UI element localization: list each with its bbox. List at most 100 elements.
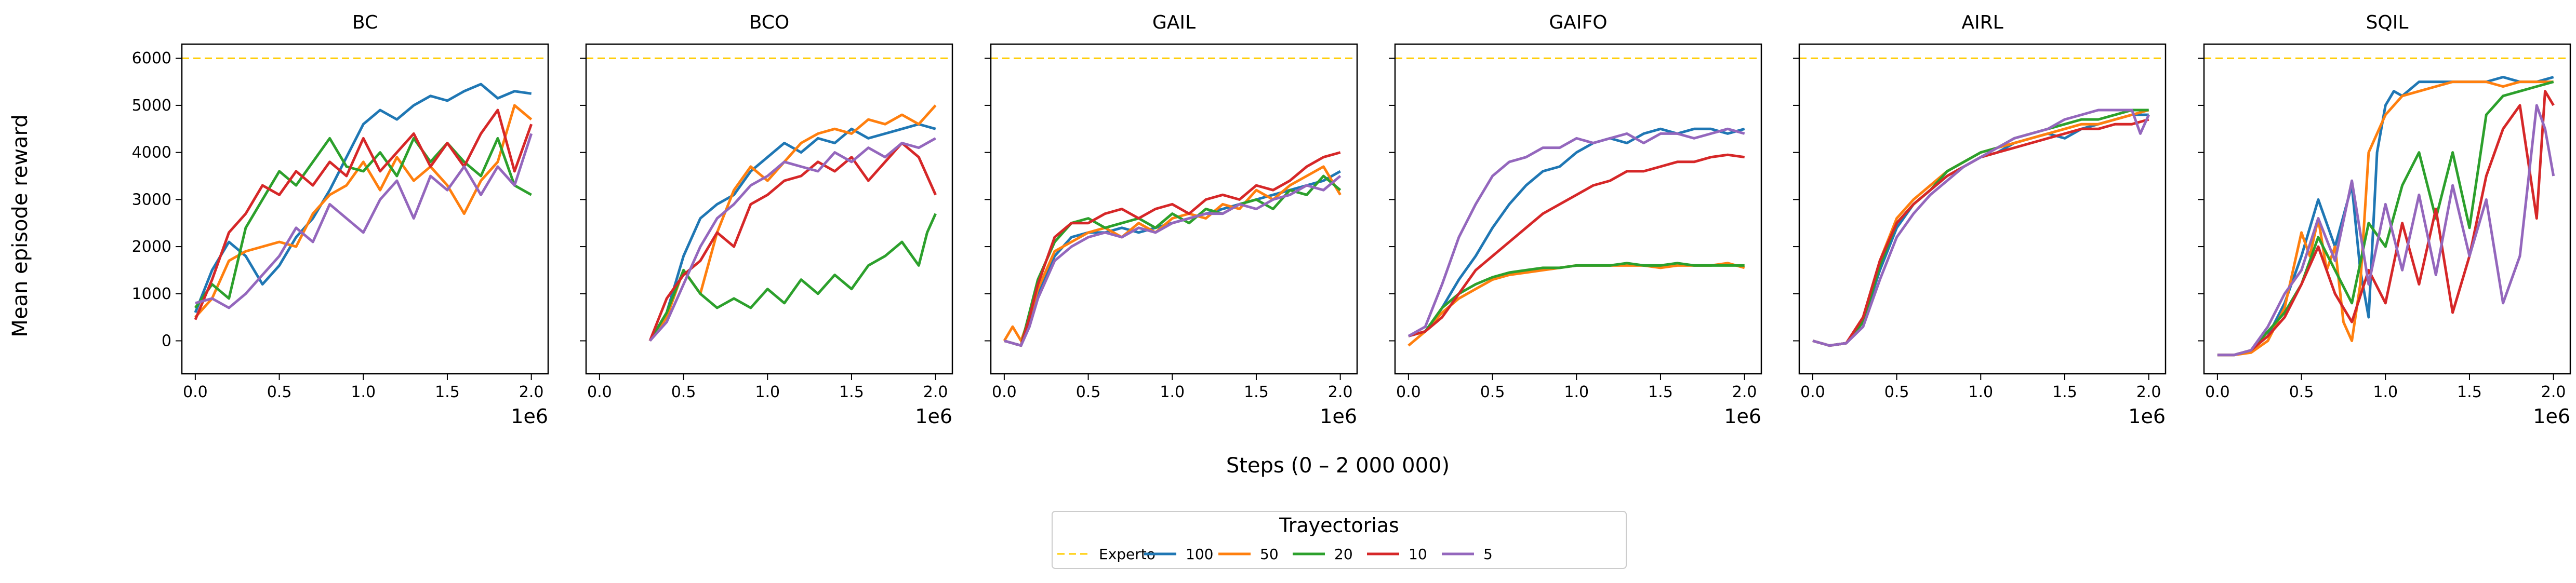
series-line-5 — [1004, 175, 1342, 347]
x-offset-label: 1e6 — [511, 405, 548, 428]
x-tick-label: 1.5 — [839, 383, 864, 401]
series-line-5 — [195, 133, 533, 309]
series-line-5 — [2217, 104, 2555, 357]
panel-sqil: SQIL 0.0 0.5 1.0 1.5 2.0 1e6 — [2198, 12, 2571, 428]
axes-frame — [585, 43, 953, 375]
series-line-100 — [1812, 113, 2149, 347]
series-line-20 — [2217, 80, 2554, 357]
x-tick-label: 0.5 — [2289, 383, 2314, 401]
series-line-50 — [648, 104, 937, 342]
legend-box — [1052, 511, 1627, 569]
legend-label: 10 — [1409, 546, 1427, 563]
x-tick-label: 1.0 — [1160, 383, 1185, 401]
x-tick-label: 2.0 — [923, 383, 948, 401]
x-tick-label: 2.0 — [2136, 383, 2161, 401]
series-line-100 — [2217, 76, 2554, 357]
panel-gaifo: GAIFO 0.0 0.5 1.0 1.5 2.0 1e6 — [1389, 12, 1762, 428]
series-line-20 — [1812, 109, 2149, 347]
axes-frame — [990, 43, 1358, 375]
x-tick-label: 2.0 — [1732, 383, 1757, 401]
y-tick-label: 6000 — [132, 49, 171, 67]
x-tick-label: 1.5 — [2052, 383, 2077, 401]
series-line-10 — [194, 109, 533, 320]
series-line-50 — [194, 104, 533, 318]
x-tick-label: 1.0 — [351, 383, 376, 401]
axes-frame — [1394, 43, 1762, 375]
panel-title: BC — [352, 12, 378, 33]
x-tick-label: 0.5 — [267, 383, 292, 401]
series-line-5 — [1812, 109, 2150, 347]
panel-title: SQIL — [2366, 12, 2409, 33]
y-tick-label: 4000 — [132, 144, 171, 162]
panel-bco: BCO 0.0 0.5 1.0 1.5 2.0 1e6 — [580, 12, 953, 428]
axes-frame — [1798, 43, 2167, 375]
x-tick-label: 0.0 — [183, 383, 208, 401]
x-tick-label: 2.0 — [1328, 383, 1353, 401]
legend-title: Trayectorias — [1279, 514, 1399, 537]
x-tick-label: 2.0 — [519, 383, 544, 401]
x-offset-label: 1e6 — [915, 405, 952, 428]
series-line-5 — [649, 137, 936, 342]
legend-label: 100 — [1186, 546, 1213, 563]
x-tick-label: 0.5 — [1884, 383, 1909, 401]
x-tick-label: 1.0 — [1968, 383, 1993, 401]
series-line-10 — [648, 142, 937, 342]
x-tick-label: 1.5 — [2457, 383, 2482, 401]
x-tick-label: 0.0 — [2205, 383, 2230, 401]
x-offset-label: 1e6 — [1320, 405, 1357, 428]
y-tick-label: 3000 — [132, 191, 171, 209]
y-tick-label: 1000 — [132, 285, 171, 303]
x-tick-label: 1.5 — [435, 383, 460, 401]
panel-title: GAIFO — [1549, 12, 1607, 33]
series-line-50 — [1407, 262, 1745, 347]
x-offset-label: 1e6 — [2533, 405, 2570, 428]
x-tick-label: 1.0 — [755, 383, 780, 401]
series-line-20 — [194, 137, 532, 309]
x-tick-label: 1.5 — [1648, 383, 1673, 401]
series-line-20 — [1408, 262, 1745, 337]
series-line-20 — [648, 213, 937, 342]
series-line-5 — [1407, 127, 1745, 337]
x-offset-label: 1e6 — [1724, 405, 1761, 428]
legend-label: 50 — [1260, 546, 1279, 563]
series-line-100 — [1004, 170, 1341, 347]
series-line-50 — [1812, 109, 2149, 347]
axes-frame — [2203, 43, 2571, 375]
y-tick-label: 2000 — [132, 238, 171, 256]
x-tick-label: 1.0 — [1564, 383, 1589, 401]
panel-title: GAIL — [1152, 12, 1196, 33]
panel-airl: AIRL 0.0 0.5 1.0 1.5 2.0 1e6 — [1793, 12, 2167, 428]
series-line-50 — [2217, 80, 2554, 357]
x-tick-label: 0.0 — [1396, 383, 1421, 401]
panels: BC 0.0 0.5 1.0 1.5 2.0 1e6 0 1000 2000 3000 4000 500… — [132, 12, 2571, 428]
legend-label: 5 — [1483, 546, 1493, 563]
axes-frame — [181, 43, 549, 375]
y-axis-label: Mean episode reward — [8, 114, 32, 337]
series-line-10 — [1408, 153, 1745, 337]
series-line-10 — [1004, 151, 1341, 347]
x-tick-label: 2.0 — [2541, 383, 2566, 401]
x-tick-label: 0.5 — [671, 383, 696, 401]
x-tick-label: 1.5 — [1244, 383, 1269, 401]
x-tick-label: 0.0 — [587, 383, 612, 401]
series-line-10 — [2217, 90, 2555, 357]
x-axis-label: Steps (0 – 2 000 000) — [1226, 454, 1450, 478]
x-tick-label: 0.5 — [1480, 383, 1505, 401]
series-line-100 — [1408, 127, 1745, 337]
legend-label: 20 — [1334, 546, 1353, 563]
series-line-50 — [1003, 165, 1342, 342]
x-tick-label: 0.5 — [1076, 383, 1101, 401]
series-line-100 — [194, 83, 532, 314]
panel-bc: BC 0.0 0.5 1.0 1.5 2.0 1e6 0 1000 2000 3000 4000 500… — [132, 12, 549, 428]
series-line-100 — [648, 123, 936, 342]
y-tick-label: 5000 — [132, 97, 171, 115]
panel-title: BCO — [749, 12, 790, 33]
x-tick-label: 1.0 — [2373, 383, 2398, 401]
panel-title: AIRL — [1961, 12, 2003, 33]
y-tick-label: 0 — [162, 332, 171, 350]
x-offset-label: 1e6 — [2128, 405, 2166, 428]
x-tick-label: 0.0 — [1800, 383, 1825, 401]
x-tick-label: 0.0 — [992, 383, 1017, 401]
